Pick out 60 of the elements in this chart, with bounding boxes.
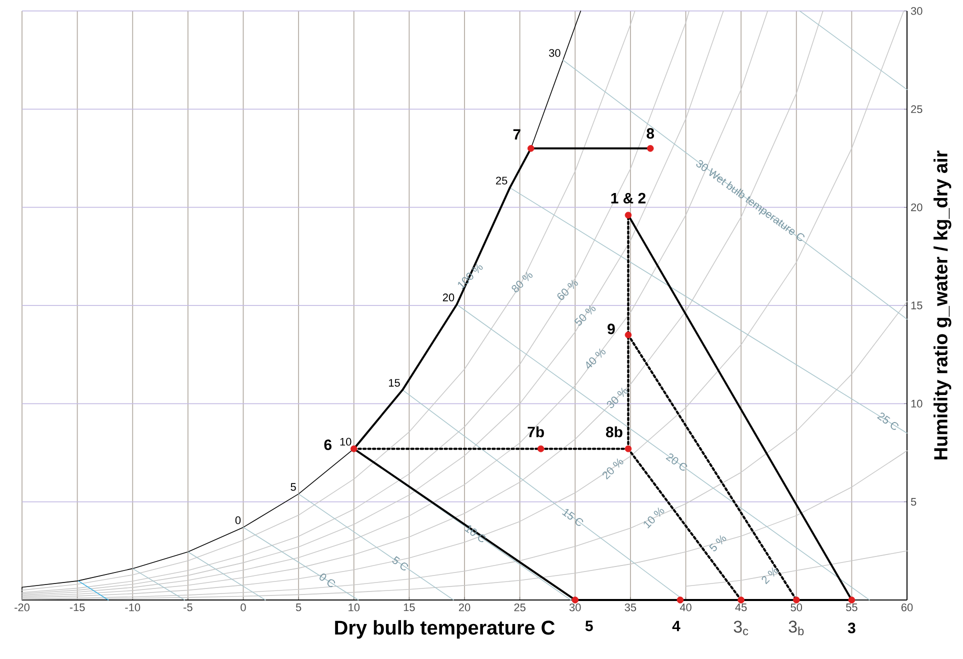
x-tick-label: -15 bbox=[70, 604, 85, 612]
annotation: 30 bbox=[549, 49, 560, 57]
x-tick-label: -10 bbox=[125, 604, 140, 612]
annotation: 25 C bbox=[877, 412, 898, 430]
x-tick-label: 5 bbox=[296, 604, 302, 612]
x-tick-label: 45 bbox=[735, 604, 747, 612]
x-tick-label: 40 bbox=[680, 604, 692, 612]
annotation: 40 % bbox=[586, 348, 606, 369]
annotation: 6 bbox=[324, 440, 332, 450]
y-tick-label: 5 bbox=[910, 498, 916, 506]
annotation: 25 bbox=[496, 176, 508, 184]
annotation: 8b bbox=[606, 426, 622, 438]
annotation: 1 & 2 bbox=[611, 192, 646, 204]
annotation: 50 % bbox=[574, 305, 596, 326]
x-tick-label: 25 bbox=[514, 604, 526, 612]
y-tick-label: 25 bbox=[911, 105, 922, 114]
annotation: 0 bbox=[235, 516, 241, 524]
annotation: 4 bbox=[672, 620, 680, 632]
annotation: 10 % bbox=[644, 507, 664, 528]
annotation: 3 bbox=[848, 622, 856, 634]
x-tick-label: -20 bbox=[14, 604, 30, 612]
x-axis-title: Dry bulb temperature C bbox=[335, 620, 555, 639]
y-tick-label: 10 bbox=[911, 400, 922, 408]
y-axis-title: Humidity ratio g_water / kg_dry air bbox=[934, 150, 952, 460]
x-tick-label: 10 bbox=[348, 604, 360, 612]
x-tick-label: -5 bbox=[184, 604, 192, 612]
annotation: 5 C bbox=[392, 556, 408, 570]
y-tick-label: 20 bbox=[911, 203, 922, 212]
annotation: 5 bbox=[585, 620, 593, 632]
annotation: 0 C bbox=[320, 573, 336, 588]
x-tick-label: 15 bbox=[404, 604, 415, 612]
x-tick-label: 30 bbox=[569, 604, 581, 612]
annotation: 7b bbox=[528, 426, 544, 438]
annotation: 5 % bbox=[709, 535, 726, 552]
x-tick-label: 50 bbox=[790, 604, 802, 612]
annotation: 20 bbox=[442, 294, 454, 302]
annotation: 8 bbox=[646, 128, 654, 139]
annotation: 20 % bbox=[602, 458, 624, 480]
annotation: 20 C bbox=[666, 453, 688, 471]
x-tick-label: 60 bbox=[901, 604, 913, 612]
x-tick-label: 0 bbox=[240, 604, 246, 612]
annotation: 7 bbox=[513, 129, 520, 140]
x-tick-label: 20 bbox=[458, 604, 470, 612]
x-tick-label: 35 bbox=[624, 604, 636, 612]
annotation: 100 % bbox=[458, 264, 483, 290]
annotation: 3$_{c}$ bbox=[734, 620, 748, 636]
annotation: 3$_{b}$ bbox=[788, 620, 804, 636]
annotation: 30 % bbox=[606, 388, 628, 408]
annotation: 15 bbox=[389, 379, 400, 387]
x-tick-label: 55 bbox=[846, 604, 858, 612]
y-tick-label: 15 bbox=[911, 302, 922, 310]
annotation: 80 % bbox=[512, 272, 533, 292]
annotation: 9 bbox=[608, 324, 615, 334]
annotation: 2 % bbox=[762, 567, 778, 584]
annotation: 5 bbox=[290, 483, 296, 491]
annotation: 15 C bbox=[562, 509, 584, 526]
annotation: 60 % bbox=[557, 280, 578, 300]
y-tick-label: 30 bbox=[910, 7, 922, 15]
annotation: 10 C bbox=[464, 525, 486, 542]
annotation: 10 bbox=[340, 438, 352, 446]
